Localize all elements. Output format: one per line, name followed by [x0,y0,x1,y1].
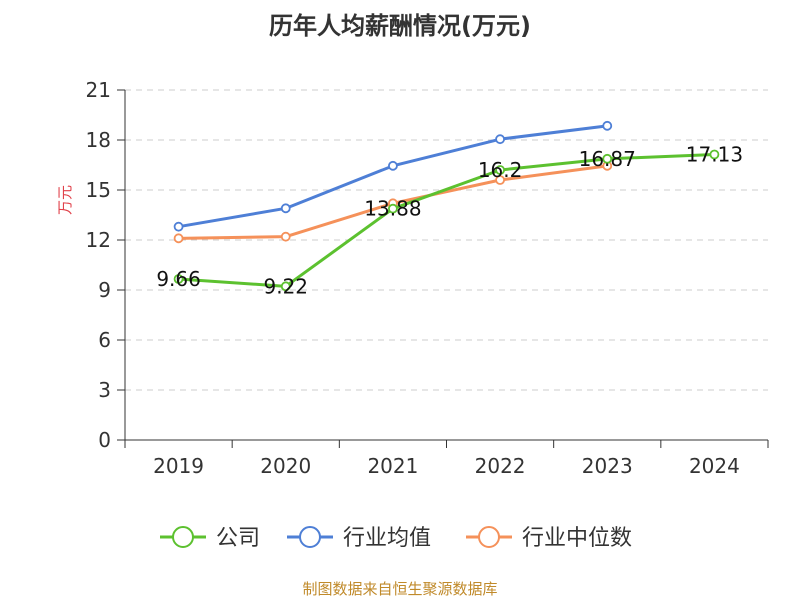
data-label: 9.66 [156,267,201,291]
y-tick-label: 21 [86,78,111,102]
data-point [173,274,184,284]
x-tick-label: 2023 [582,454,633,478]
data-point [280,203,291,214]
data-labels: 9.66 9.22 13.88 16.2 16.87 17.13 [156,143,743,299]
y-tick-label: 9 [98,278,111,302]
data-point [495,165,505,175]
legend-swatch-marker [172,526,194,548]
y-tick-label: 6 [98,328,111,352]
data-label: 16.87 [579,147,636,171]
data-point [388,203,398,214]
series-line [178,153,715,288]
y-tick-label: 15 [86,178,111,202]
source-note: 制图数据来自恒生聚源数据库 [302,580,498,598]
data-point [495,175,505,185]
legend: 公司 行业均值 行业中位数 [160,526,632,551]
legend-swatch-marker [299,526,321,548]
grid-lines [125,89,768,391]
data-point [602,120,613,131]
data-point [173,221,184,232]
data-label: 13.88 [364,197,421,221]
series-layer [173,120,720,292]
axes: 0 3 6 9 12 15 18 21 万元 2019 2020 2021 2022 2023 2024 [56,78,769,478]
data-label: 16.2 [478,158,523,182]
legend-label: 行业均值 [343,526,431,551]
data-point [388,160,398,171]
y-tick-label: 3 [98,378,111,402]
data-label: 17.13 [686,143,743,167]
y-tick-label: 0 [98,428,111,452]
x-tick-label: 2020 [260,454,311,478]
data-label: 9.22 [263,274,308,298]
legend-swatch-marker [478,526,500,548]
chart-title: 历年人均薪酬情况(万元) [269,12,531,40]
x-tick-label: 2021 [367,454,418,478]
x-tick-label: 2024 [689,454,740,478]
data-point [602,153,613,164]
legend-label: 行业中位数 [522,526,632,551]
data-point [495,134,505,145]
y-tick-label: 12 [86,228,111,252]
x-tick-label: 2019 [153,454,204,478]
data-point [280,281,291,292]
x-tick-label: 2022 [475,454,526,478]
data-point [173,233,184,244]
data-point [280,231,291,242]
data-point [709,149,720,160]
y-axis-label: 万元 [56,185,74,215]
legend-label: 公司 [216,526,260,551]
y-tick-label: 18 [86,128,111,152]
